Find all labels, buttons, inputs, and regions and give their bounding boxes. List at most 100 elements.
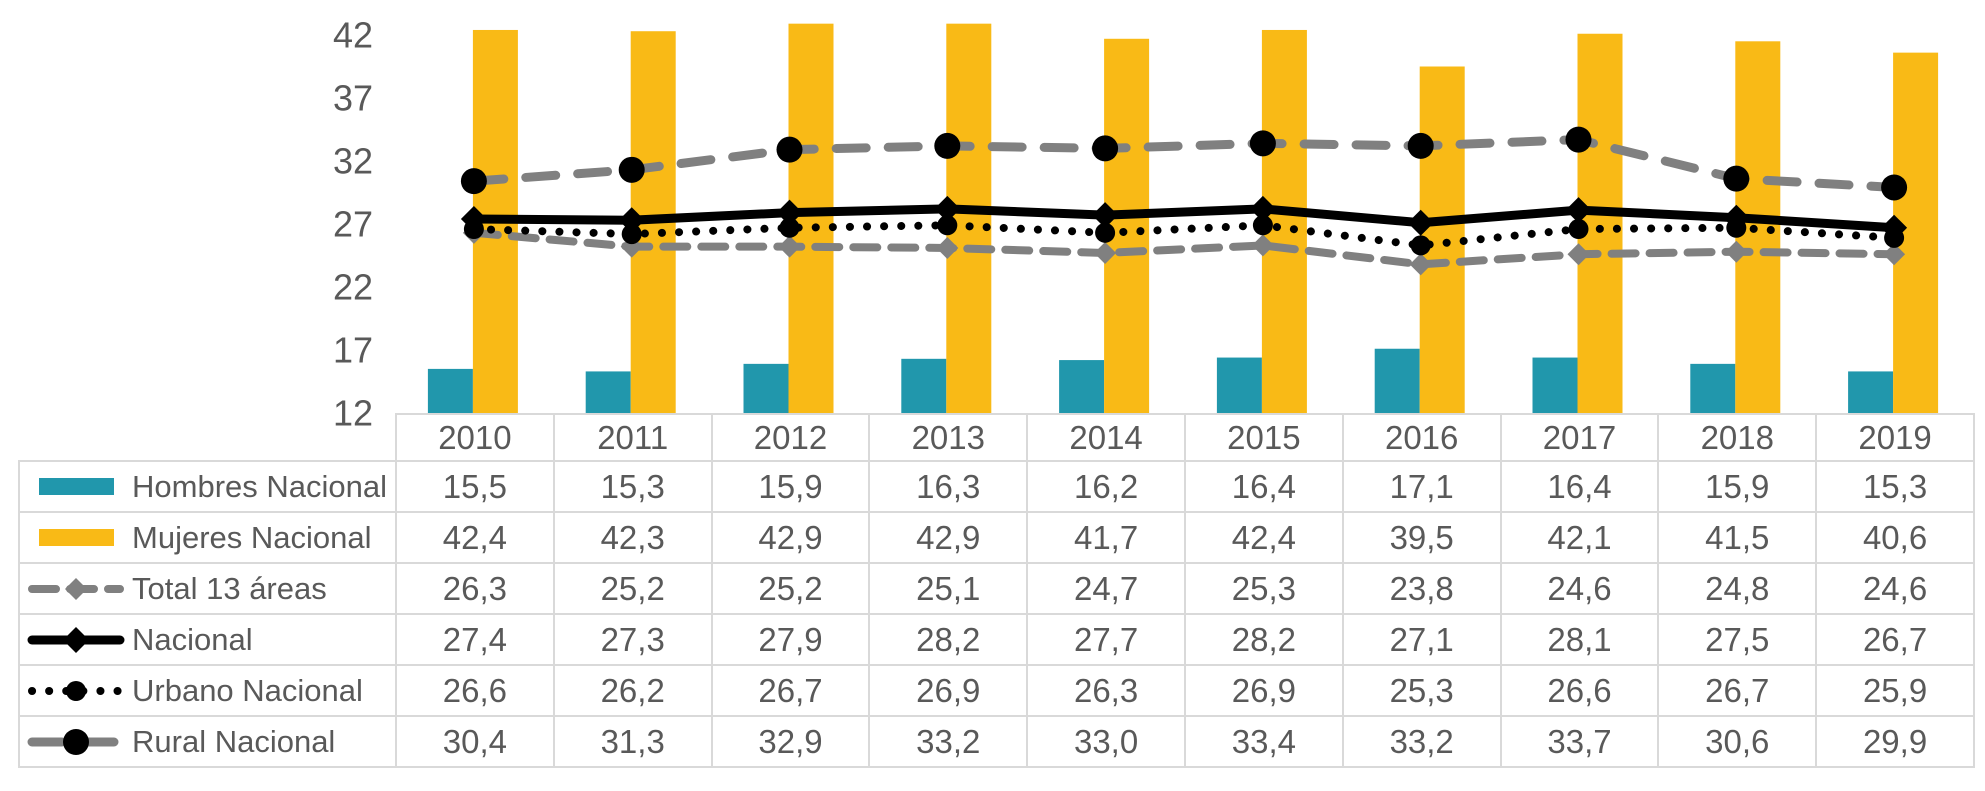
value-cell: 42,3 xyxy=(552,511,713,564)
marker-circle xyxy=(779,217,800,238)
value-cell: 42,4 xyxy=(1183,511,1344,564)
marker-circle xyxy=(1726,217,1747,238)
value-cell: 15,9 xyxy=(710,460,871,513)
value-cell: 25,2 xyxy=(552,562,713,615)
marker-circle xyxy=(1410,235,1431,256)
value-cell: 26,3 xyxy=(1026,664,1186,717)
value-cell: 15,3 xyxy=(552,460,713,513)
value-cell: 24,6 xyxy=(1815,562,1975,615)
value-cell: 25,3 xyxy=(1341,664,1502,717)
y-axis-tick-label: 12 xyxy=(333,393,373,434)
value-cell: 28,2 xyxy=(868,613,1029,666)
value-cell: 25,3 xyxy=(1183,562,1344,615)
year-header: 2010 xyxy=(395,413,555,462)
legend-label: Hombres Nacional xyxy=(132,468,387,504)
legend-key-line xyxy=(21,725,132,759)
marker-circle xyxy=(1092,135,1119,162)
year-header: 2015 xyxy=(1183,413,1344,462)
legend-cell: Total 13 áreas xyxy=(18,562,397,615)
marker-circle xyxy=(1407,132,1434,159)
marker-circle xyxy=(1723,165,1750,192)
y-axis-tick-label: 27 xyxy=(333,204,373,245)
marker-diamond xyxy=(778,235,801,258)
line-rural-nacional xyxy=(469,135,1899,192)
table-row: Mujeres Nacional 42,4 42,3 42,9 42,9 41,7 42,4… xyxy=(18,511,1975,564)
y-axis-tick-label: 17 xyxy=(333,330,373,371)
legend-line-sample xyxy=(28,577,124,600)
marker-diamond xyxy=(1565,197,1592,224)
y-axis-tick-label: 32 xyxy=(333,141,373,182)
value-cell: 25,9 xyxy=(1815,664,1975,717)
bar-hombres xyxy=(1059,360,1105,415)
value-cell: 39,5 xyxy=(1341,511,1502,564)
bar-mujeres xyxy=(788,23,834,415)
table-row: Total 13 áreas 26,3 25,2 25,2 25,1 24,7 25,3 23… xyxy=(18,562,1975,615)
legend-label: Total 13 áreas xyxy=(132,570,327,606)
table-corner-empty xyxy=(19,414,396,461)
value-cell: 17,1 xyxy=(1341,460,1502,513)
value-cell: 26,9 xyxy=(1183,664,1344,717)
value-cell: 25,2 xyxy=(710,562,871,615)
bar-hombres xyxy=(1374,348,1420,415)
value-cell: 24,6 xyxy=(1499,562,1660,615)
value-cell: 26,6 xyxy=(395,664,555,717)
table-row: Rural Nacional 30,4 31,3 32,9 33,2 33,0 33,4 33… xyxy=(18,715,1975,768)
y-axis-tick-label: 37 xyxy=(333,78,373,119)
year-header: 2013 xyxy=(868,413,1029,462)
marker-circle xyxy=(1249,130,1276,157)
bar-hombres xyxy=(1216,357,1262,415)
table-row: Urbano Nacional 26,6 26,2 26,7 26,9 26,3 26,9 2… xyxy=(18,664,1975,717)
value-cell: 29,9 xyxy=(1815,715,1975,768)
value-cell: 42,9 xyxy=(710,511,871,564)
table-row: Nacional 27,4 27,3 27,9 28,2 27,7 28,2 27,1 28,1… xyxy=(18,613,1975,666)
line-nacional xyxy=(469,204,1899,233)
marker-diamond xyxy=(1094,241,1117,264)
legend-cell: Nacional xyxy=(18,613,397,666)
marker-circle xyxy=(460,168,487,195)
bar-hombres xyxy=(901,358,947,415)
value-cell: 28,2 xyxy=(1183,613,1344,666)
legend-label: Nacional xyxy=(132,621,253,657)
line-urbano-nacional xyxy=(469,221,1899,250)
line-total-13-reas xyxy=(469,228,1899,269)
year-header: 2011 xyxy=(552,413,713,462)
value-cell: 27,9 xyxy=(710,613,871,666)
value-cell: 26,6 xyxy=(1499,664,1660,717)
legend-cell: Hombres Nacional xyxy=(18,460,397,513)
marker-circle xyxy=(463,219,484,240)
marker-diamond xyxy=(1407,209,1434,236)
y-axis-tick-label: 22 xyxy=(333,267,373,308)
value-cell: 15,9 xyxy=(1657,460,1818,513)
legend-line-sample xyxy=(27,626,125,653)
marker-diamond xyxy=(1567,243,1590,266)
value-cell: 27,5 xyxy=(1657,613,1818,666)
marker-diamond xyxy=(1409,253,1432,276)
value-cell: 16,4 xyxy=(1499,460,1660,513)
combo-chart-plot: 42 37 32 27 22 17 12 xyxy=(333,15,1939,434)
value-cell: 24,7 xyxy=(1026,562,1186,615)
year-header: 2017 xyxy=(1499,413,1660,462)
value-cell: 42,4 xyxy=(395,511,555,564)
marker-circle xyxy=(1884,227,1905,248)
year-header: 2018 xyxy=(1657,413,1818,462)
marker-circle xyxy=(621,224,642,245)
value-cell: 26,7 xyxy=(710,664,871,717)
legend-color-swatch xyxy=(38,478,114,495)
marker-diamond xyxy=(936,236,959,259)
legend-color-swatch xyxy=(38,529,114,546)
legend-label: Urbano Nacional xyxy=(132,672,363,708)
year-header: 2019 xyxy=(1815,413,1975,462)
value-cell: 16,4 xyxy=(1183,460,1344,513)
bar-hombres xyxy=(585,371,631,415)
marker-circle xyxy=(1565,126,1592,153)
value-cell: 25,1 xyxy=(868,562,1029,615)
bar-hombres xyxy=(1690,363,1736,415)
marker-diamond xyxy=(1249,195,1276,222)
bar-hombres xyxy=(743,363,789,415)
data-table: 2010 2011 2012 2013 2014 2015 2016 2017 2018 2019… xyxy=(18,413,1975,768)
legend-label: Mujeres Nacional xyxy=(132,519,372,555)
value-cell: 26,7 xyxy=(1657,664,1818,717)
year-header: 2014 xyxy=(1026,413,1186,462)
legend-cell: Rural Nacional xyxy=(18,715,397,768)
legend-cell: Mujeres Nacional xyxy=(18,511,397,564)
